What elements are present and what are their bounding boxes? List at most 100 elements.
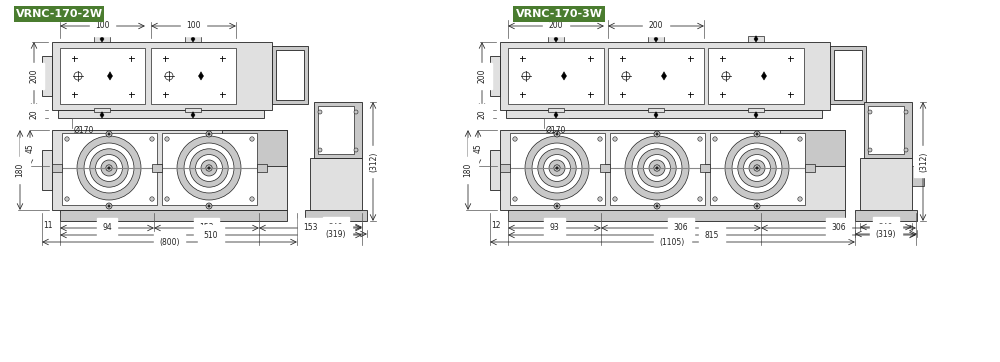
Circle shape <box>744 155 770 181</box>
Bar <box>272 46 308 104</box>
Text: Ø170: Ø170 <box>74 126 94 135</box>
Circle shape <box>525 136 589 200</box>
Bar <box>257 164 267 172</box>
Text: (1105): (1105) <box>660 237 685 247</box>
Circle shape <box>74 72 82 80</box>
Circle shape <box>632 143 682 193</box>
Circle shape <box>713 137 717 141</box>
Circle shape <box>318 110 322 114</box>
Text: 20: 20 <box>478 109 486 119</box>
Text: 12: 12 <box>491 222 501 231</box>
Circle shape <box>150 137 154 141</box>
Circle shape <box>538 149 576 187</box>
Bar <box>185 108 201 112</box>
Circle shape <box>318 148 322 152</box>
Text: 45: 45 <box>26 143 34 153</box>
Text: 153: 153 <box>303 223 318 232</box>
Bar <box>548 36 564 42</box>
Bar <box>94 108 110 112</box>
Text: 100: 100 <box>186 21 201 30</box>
Circle shape <box>177 136 241 200</box>
Bar <box>605 164 615 172</box>
Bar <box>305 210 367 221</box>
Circle shape <box>108 205 110 207</box>
Circle shape <box>101 160 117 176</box>
Bar <box>42 150 52 190</box>
Circle shape <box>654 203 660 209</box>
Polygon shape <box>554 36 558 42</box>
Polygon shape <box>662 72 666 80</box>
Bar <box>500 42 830 110</box>
Circle shape <box>354 110 358 114</box>
Text: 93: 93 <box>550 223 559 232</box>
Circle shape <box>654 165 660 171</box>
Polygon shape <box>754 112 758 118</box>
Bar <box>510 133 605 205</box>
Circle shape <box>904 148 908 152</box>
Text: 510: 510 <box>204 231 218 240</box>
Bar <box>42 56 52 96</box>
Circle shape <box>250 197 254 201</box>
Circle shape <box>532 143 582 193</box>
Bar <box>608 48 704 104</box>
Circle shape <box>201 160 217 176</box>
Circle shape <box>754 131 760 137</box>
Circle shape <box>544 155 570 181</box>
Text: 200: 200 <box>478 69 486 83</box>
Bar <box>648 36 664 42</box>
Circle shape <box>868 148 872 152</box>
Text: 45: 45 <box>474 143 482 153</box>
Circle shape <box>649 160 665 176</box>
Circle shape <box>208 167 210 169</box>
Text: 815: 815 <box>705 231 719 240</box>
Text: 153: 153 <box>199 223 214 232</box>
Text: VRNC-170-2W: VRNC-170-2W <box>15 9 103 19</box>
Polygon shape <box>762 72 767 80</box>
Circle shape <box>644 155 670 181</box>
Circle shape <box>206 165 212 171</box>
Circle shape <box>190 149 228 187</box>
Bar <box>508 48 604 104</box>
Polygon shape <box>554 112 558 118</box>
Text: 240: 240 <box>879 223 893 232</box>
Circle shape <box>698 197 702 201</box>
Circle shape <box>754 165 760 171</box>
Circle shape <box>722 72 730 80</box>
Bar <box>864 102 912 158</box>
Bar <box>222 130 287 166</box>
Text: 306: 306 <box>831 223 846 232</box>
Circle shape <box>613 197 617 201</box>
Circle shape <box>625 136 689 200</box>
Bar <box>60 48 145 104</box>
Bar <box>610 133 705 205</box>
Circle shape <box>556 205 558 207</box>
Circle shape <box>554 131 560 137</box>
Circle shape <box>756 205 758 207</box>
Bar <box>548 108 564 112</box>
Text: 100: 100 <box>95 21 110 30</box>
Bar <box>855 210 917 221</box>
Bar <box>748 36 764 42</box>
Circle shape <box>656 205 658 207</box>
Bar <box>834 50 862 100</box>
Bar <box>58 110 264 118</box>
Bar <box>748 108 764 112</box>
Polygon shape <box>198 72 204 80</box>
Text: VRNC-170-3W: VRNC-170-3W <box>516 9 602 19</box>
Circle shape <box>738 149 776 187</box>
Text: 200: 200 <box>30 69 38 83</box>
Bar <box>185 36 201 42</box>
Circle shape <box>206 131 212 137</box>
Circle shape <box>725 136 789 200</box>
Circle shape <box>798 197 802 201</box>
Bar <box>705 164 715 172</box>
Circle shape <box>184 143 234 193</box>
Circle shape <box>749 160 765 176</box>
Polygon shape <box>100 112 104 118</box>
Bar <box>94 36 110 42</box>
Circle shape <box>354 148 358 152</box>
Circle shape <box>513 197 517 201</box>
Bar <box>52 130 287 210</box>
Bar <box>868 106 904 154</box>
Bar <box>60 210 287 221</box>
